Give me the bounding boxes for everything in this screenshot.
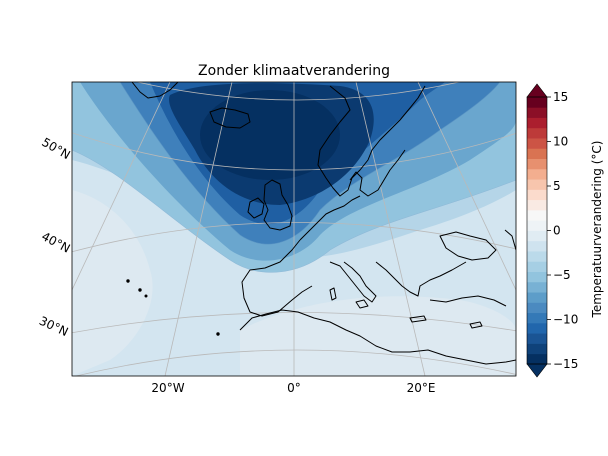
colorbar-segment	[527, 230, 547, 242]
coastline-azores	[126, 279, 130, 283]
map-panel	[72, 82, 516, 376]
coastline-crete	[409, 315, 427, 323]
coastline-great-britain	[263, 179, 293, 231]
coastline-azores	[144, 294, 148, 298]
parallel-30n	[72, 312, 516, 334]
parallel-40n	[72, 222, 516, 253]
colorbar: 15 10 5 0 −5 −10 −15	[526, 83, 578, 378]
coastline-ireland	[247, 197, 265, 219]
map-frame	[71, 81, 517, 377]
lon-label-20e: 20°E	[407, 381, 436, 395]
coastline-sicily	[355, 299, 369, 309]
colorbar-tick-label: 0	[553, 224, 561, 238]
colorbar-segment	[527, 138, 547, 149]
colorbar-tick-label: −5	[553, 268, 571, 282]
meridian-40w	[72, 82, 171, 291]
lat-label-30n: 30°N	[37, 314, 70, 339]
colorbar-label: Temperatuurverandering (°C)	[590, 141, 604, 319]
colorbar-segment	[527, 199, 547, 211]
colorbar-segment	[527, 209, 547, 221]
colorbar-segment	[527, 189, 547, 201]
lat-label-50n: 50°N	[39, 135, 72, 162]
coastline-scandinavia	[317, 85, 426, 197]
coastline-azores	[138, 288, 142, 292]
colorbar-segment	[527, 168, 547, 180]
graticule	[72, 82, 516, 376]
meridian-20w	[164, 82, 233, 376]
coastline-madeira	[216, 332, 220, 336]
colorbar-tick-label: 15	[553, 90, 568, 104]
coastline-cyprus	[469, 321, 483, 329]
coastlines	[126, 82, 516, 365]
colorbar-segment	[527, 312, 547, 324]
colorbar-tick-label: −10	[553, 313, 578, 327]
meridian-20e	[355, 82, 426, 376]
parallel-30n	[74, 349, 516, 376]
colorbar-segment	[527, 281, 547, 293]
colorbar-segment	[527, 117, 547, 129]
coastline-black-sea	[439, 231, 497, 261]
lon-label-20w: 20°W	[151, 381, 184, 395]
coastline-baltic	[349, 149, 406, 197]
coastline-italy	[329, 261, 377, 303]
coastline-caspian	[504, 229, 516, 251]
coastline-north-africa	[239, 309, 516, 365]
colorbar-tick-label: −15	[553, 357, 578, 371]
coastline-turkey	[429, 295, 507, 307]
colorbar-segment	[527, 333, 547, 344]
colorbar-segment	[527, 179, 547, 190]
parallel-50n	[72, 132, 516, 171]
colorbar-segment	[527, 302, 547, 314]
colorbar-tick-label: 10	[553, 135, 568, 149]
colorbar-segment	[527, 240, 547, 252]
colorbar-segment	[527, 322, 547, 334]
colorbar-segment	[527, 148, 547, 160]
coastline-greenland	[131, 82, 179, 99]
coastline-sardinia	[329, 287, 337, 301]
map-title: Zonder klimaatverandering	[198, 63, 390, 79]
coastline-europe-west	[299, 195, 361, 241]
parallel-60n	[135, 82, 461, 101]
colorbar-segment	[527, 97, 547, 108]
colorbar-segment	[527, 271, 547, 283]
coastline-france-iberia	[241, 239, 313, 317]
contour-line	[72, 149, 516, 273]
temperature-core-deepest	[200, 90, 340, 180]
coastline-balkans	[375, 261, 467, 297]
colorbar-extend-min	[526, 363, 548, 378]
contour-line	[119, 82, 501, 245]
colorbar-tick-label: 5	[553, 179, 561, 193]
colorbar-segment	[527, 220, 547, 231]
colorbar-segment	[527, 127, 547, 139]
colorbar-segment	[527, 292, 547, 303]
colorbar-segment	[527, 107, 547, 118]
colorbar-segment	[527, 261, 547, 272]
colorbar-extend-max	[526, 83, 548, 98]
colorbar-segment	[527, 343, 547, 355]
colorbar-segment	[527, 158, 547, 170]
lat-label-40n: 40°N	[39, 229, 72, 256]
lon-label-0: 0°	[287, 381, 301, 395]
coastline-iceland	[209, 107, 251, 129]
colorbar-segment	[527, 353, 547, 365]
colorbar-segment	[527, 251, 547, 262]
meridian-40e	[417, 82, 516, 291]
